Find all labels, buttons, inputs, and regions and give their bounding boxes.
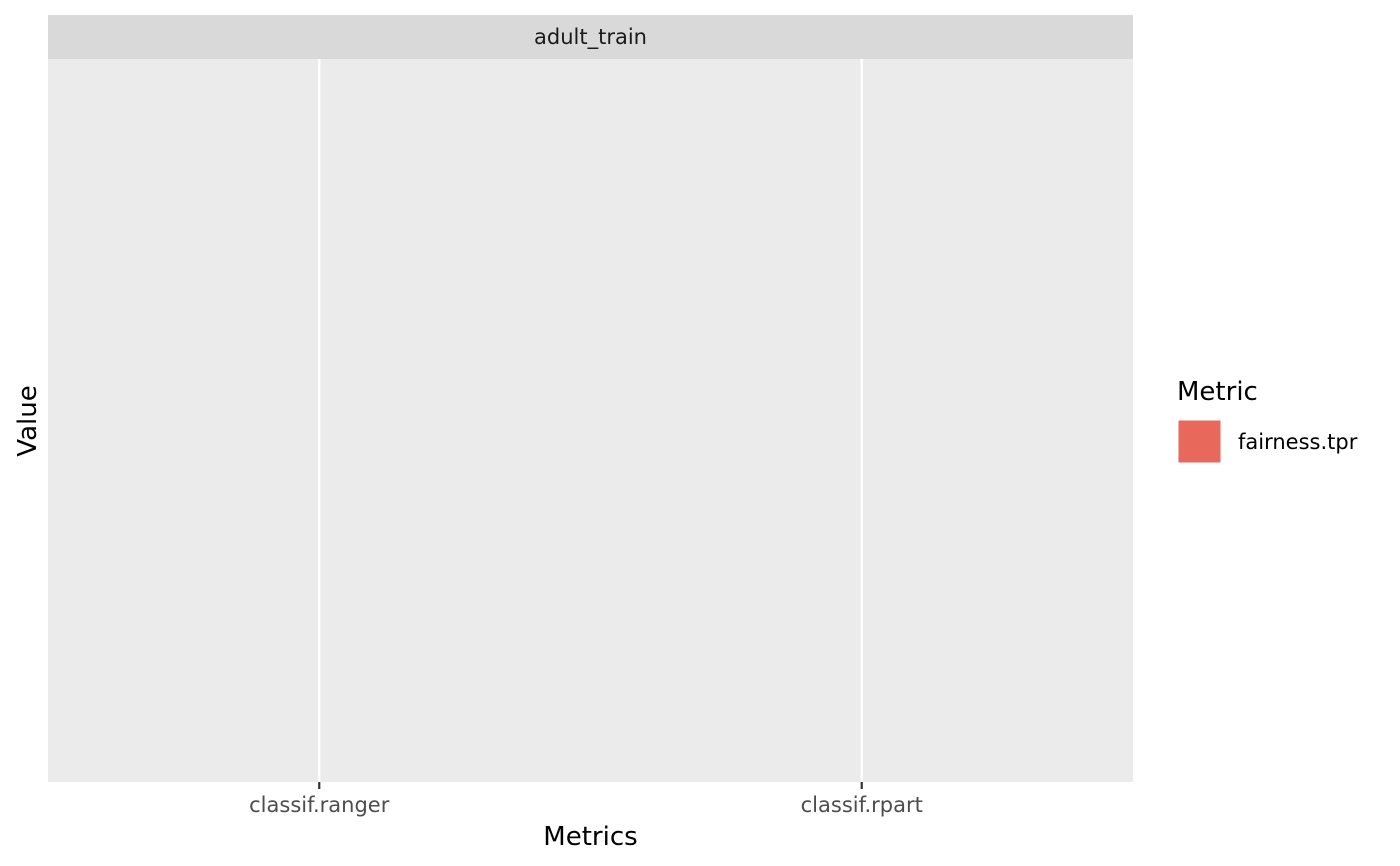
legend-label-0: fairness.tpr [1238,430,1358,454]
y-axis-title: Value [13,385,43,456]
x-tick-label-0: classif.ranger [249,793,390,817]
x-axis-ticks [318,782,863,789]
facet-strip [48,15,1133,59]
facet-strip-label: adult_train [534,25,647,50]
gridlines [318,59,863,782]
x-axis-tick-labels: classif.ranger classif.rpart [249,793,923,817]
legend: Metric fairness.tpr [1177,377,1358,464]
x-tick-label-1: classif.rpart [801,793,923,817]
legend-title: Metric [1177,377,1258,407]
plot-panel [48,59,1133,782]
x-axis-title: Metrics [543,822,637,852]
legend-key-0 [1177,419,1222,464]
